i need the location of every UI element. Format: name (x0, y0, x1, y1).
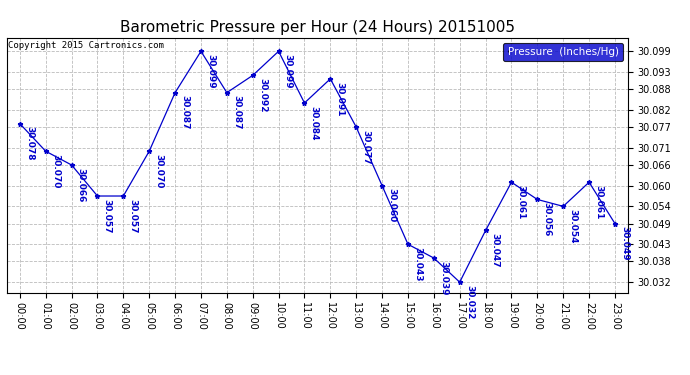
Text: 30.061: 30.061 (594, 185, 603, 219)
Text: 30.032: 30.032 (465, 285, 474, 320)
Text: 30.061: 30.061 (517, 185, 526, 219)
Text: 30.070: 30.070 (51, 154, 60, 188)
Text: 30.054: 30.054 (569, 209, 578, 244)
Text: 30.078: 30.078 (25, 126, 34, 161)
Title: Barometric Pressure per Hour (24 Hours) 20151005: Barometric Pressure per Hour (24 Hours) … (120, 20, 515, 35)
Text: 30.091: 30.091 (335, 82, 344, 116)
Text: 30.087: 30.087 (180, 95, 189, 130)
Text: 30.092: 30.092 (258, 78, 267, 112)
Text: 30.057: 30.057 (103, 199, 112, 233)
Text: 30.066: 30.066 (77, 168, 86, 202)
Text: 30.077: 30.077 (362, 130, 371, 165)
Text: Copyright 2015 Cartronics.com: Copyright 2015 Cartronics.com (8, 41, 164, 50)
Text: 30.099: 30.099 (206, 54, 215, 88)
Text: 30.047: 30.047 (491, 233, 500, 268)
Text: 30.099: 30.099 (284, 54, 293, 88)
Text: 30.060: 30.060 (387, 189, 396, 223)
Legend: Pressure  (Inches/Hg): Pressure (Inches/Hg) (504, 43, 622, 61)
Text: 30.070: 30.070 (155, 154, 164, 188)
Text: 30.049: 30.049 (620, 226, 629, 261)
Text: 30.039: 30.039 (439, 261, 448, 296)
Text: 30.057: 30.057 (128, 199, 137, 233)
Text: 30.084: 30.084 (310, 106, 319, 140)
Text: 30.056: 30.056 (542, 202, 551, 237)
Text: 30.043: 30.043 (413, 247, 422, 282)
Text: 30.087: 30.087 (232, 95, 241, 130)
